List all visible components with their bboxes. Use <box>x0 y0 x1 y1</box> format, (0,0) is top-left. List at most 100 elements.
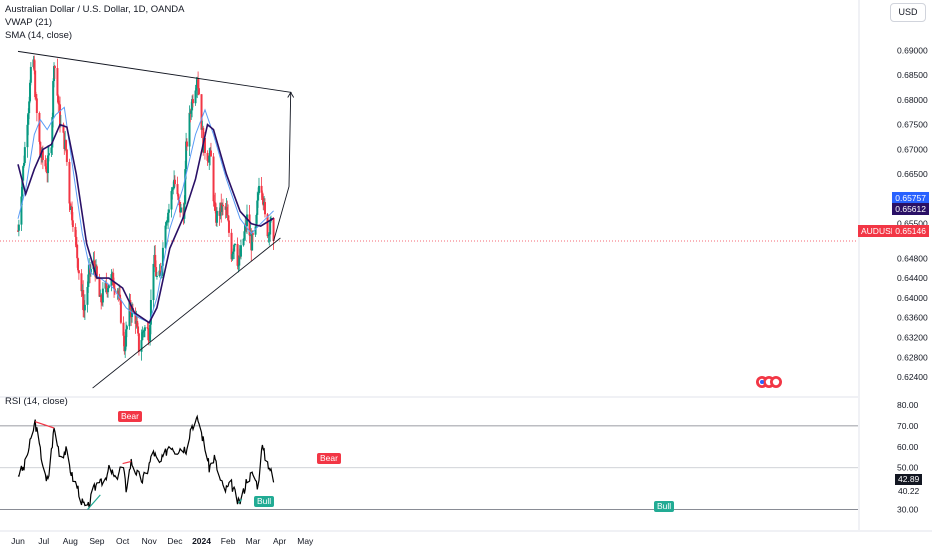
bear-divergence-line <box>34 421 55 429</box>
candle-body <box>65 140 68 150</box>
candle-body <box>119 294 122 301</box>
candle-body <box>257 193 260 201</box>
candle-body <box>38 113 41 142</box>
candle-up <box>17 219 20 237</box>
candle-up <box>221 202 224 216</box>
candle-down <box>176 176 179 197</box>
candle-up <box>29 62 32 86</box>
candle-body <box>17 224 20 231</box>
candle-body <box>165 222 168 226</box>
time-tick-label: Mar <box>246 536 261 546</box>
candle-down <box>56 58 59 103</box>
candle-down <box>62 122 65 134</box>
candle-body <box>68 161 71 204</box>
candle-down <box>209 142 212 157</box>
candle-body <box>251 233 254 251</box>
candle-body <box>136 320 139 327</box>
candle-body <box>190 110 193 114</box>
candle-body <box>20 196 23 225</box>
candle-body <box>53 66 56 82</box>
candle-up <box>179 204 182 213</box>
candle-body <box>47 155 50 174</box>
candle-body <box>51 117 54 148</box>
candle-body <box>137 333 140 352</box>
candle-body <box>71 220 74 227</box>
arrow-head <box>287 91 295 98</box>
candle-down <box>227 204 230 222</box>
candle-body <box>191 99 194 111</box>
candle-down <box>136 316 139 328</box>
rsi-line <box>17 414 275 509</box>
candle-body <box>125 329 128 347</box>
candle-body <box>65 149 68 162</box>
candle-body <box>197 88 200 95</box>
candle-body <box>76 244 79 259</box>
candle-down <box>34 60 37 100</box>
candle-body <box>23 147 26 163</box>
candle-body <box>58 103 61 105</box>
candle-body <box>69 203 72 210</box>
candle-body <box>62 124 65 133</box>
candle-down <box>35 93 38 122</box>
candle-body <box>266 214 269 237</box>
candle-body <box>172 188 175 190</box>
candle-down <box>212 152 215 207</box>
candle-body <box>27 113 30 125</box>
candle-down <box>71 212 74 232</box>
price-tick-label: 0.63200 <box>897 333 928 343</box>
event-flags-icon[interactable] <box>755 375 785 389</box>
candle-down <box>119 298 122 325</box>
candle-body <box>209 150 212 157</box>
candle-body <box>179 207 182 213</box>
bear-divergence-line <box>122 460 132 465</box>
candle-body <box>255 214 258 227</box>
candle-down <box>272 217 275 250</box>
candle-down <box>82 280 85 318</box>
candle-body <box>74 226 77 237</box>
candle-body <box>112 272 115 286</box>
symbol-label: AUDUSD <box>858 225 900 237</box>
price-tick-label: 0.69000 <box>897 45 928 55</box>
candle-up <box>239 239 242 260</box>
rsi-tick-label: 60.00 <box>897 442 919 452</box>
currency-button[interactable]: USD <box>890 3 926 22</box>
price-tick-label: 0.62400 <box>897 372 928 382</box>
rsi-tick-label: 80.00 <box>897 400 919 410</box>
candle-down <box>39 140 42 156</box>
candle-body <box>254 226 257 235</box>
candle-body <box>95 266 98 278</box>
candle-body <box>137 326 140 334</box>
candle-body <box>147 328 150 341</box>
candle-body <box>128 300 131 327</box>
candle-body <box>53 66 56 69</box>
candle-down <box>58 100 61 105</box>
candle-down <box>173 175 176 187</box>
candle-up <box>244 215 247 241</box>
candle-body <box>173 179 176 185</box>
time-tick-label: Oct <box>116 536 130 546</box>
price-tick-label: 0.64400 <box>897 273 928 283</box>
candle-body <box>256 200 259 215</box>
candle-body <box>22 166 25 181</box>
time-tick-label: Jul <box>38 536 49 546</box>
candle-up <box>267 232 270 243</box>
candle-down <box>226 200 229 216</box>
candle-body <box>143 330 146 332</box>
candle-body <box>179 202 182 213</box>
time-tick-label: Aug <box>63 536 78 546</box>
candle-down <box>154 244 157 268</box>
rsi-legend: RSI (14, close) <box>5 396 68 407</box>
candle-body <box>212 156 215 202</box>
candle-body <box>214 202 217 211</box>
candle-body <box>142 331 145 333</box>
candle-body <box>129 300 132 313</box>
sma-price-label: 0.65612 <box>892 203 929 215</box>
bull-tag: Bull <box>254 496 275 507</box>
sma-legend: SMA (14, close) <box>5 30 73 41</box>
price-tick-label: 0.68500 <box>897 70 928 80</box>
candle-up <box>257 177 260 195</box>
time-tick-label: 2024 <box>192 536 211 546</box>
price-tick-label: 0.65500 <box>897 219 928 229</box>
candle-body <box>195 87 198 91</box>
